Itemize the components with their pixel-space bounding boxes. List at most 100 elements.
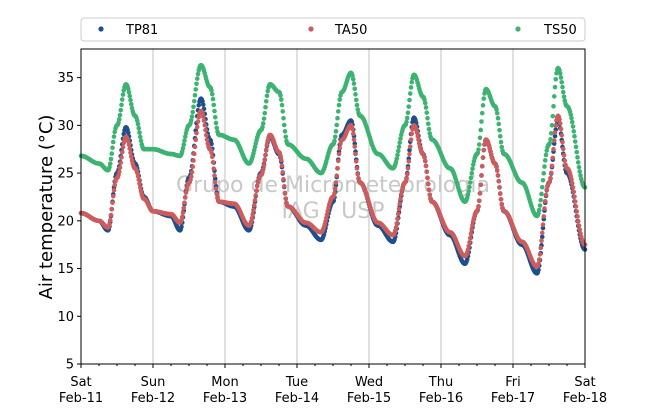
legend-label-TS50: TS50: [543, 23, 577, 38]
x-tick-date: Feb-13: [203, 391, 247, 406]
data-point: [551, 138, 557, 143]
data-point: [553, 123, 559, 128]
data-point: [477, 135, 483, 141]
data-point: [575, 155, 580, 160]
data-point: [280, 109, 286, 114]
data-point: [548, 170, 554, 176]
data-point: [333, 180, 339, 185]
data-point: [335, 166, 340, 171]
x-tick-day: Fri: [505, 375, 521, 390]
data-point: [558, 75, 564, 80]
data-point: [407, 91, 413, 96]
data-point: [251, 202, 257, 208]
data-point: [354, 102, 360, 108]
data-point: [497, 134, 503, 139]
data-point: [575, 218, 581, 224]
legend-marker-TA50: [308, 26, 314, 32]
data-point: [194, 81, 199, 87]
vertical-grid: [152, 49, 514, 364]
data-point: [118, 107, 124, 113]
legend-marker-TP81: [98, 26, 104, 32]
data-point: [422, 100, 428, 106]
data-point: [480, 155, 486, 160]
data-point: [469, 170, 475, 176]
data-point: [335, 109, 341, 114]
x-tick-day: Thu: [428, 375, 453, 390]
data-point: [120, 144, 126, 150]
data-point: [395, 216, 400, 222]
data-point: [209, 141, 214, 147]
data-point: [127, 146, 133, 151]
data-point: [571, 129, 577, 134]
data-point: [262, 110, 268, 116]
data-point: [127, 93, 133, 99]
y-tick-label: 5: [66, 358, 74, 373]
data-point: [569, 115, 574, 121]
data-point: [395, 211, 401, 217]
data-point: [337, 145, 343, 151]
data-point: [189, 114, 195, 119]
data-point: [557, 117, 562, 122]
data-point: [128, 150, 133, 155]
data-point: [264, 93, 270, 99]
data-point: [282, 190, 288, 196]
data-point: [190, 109, 196, 115]
data-point: [352, 144, 358, 149]
data-point: [332, 190, 337, 196]
x-tick-date: Feb-17: [491, 391, 535, 406]
data-point: [568, 112, 574, 117]
data-point: [404, 171, 410, 177]
data-point: [112, 129, 118, 135]
data-point: [479, 173, 484, 178]
data-point: [182, 200, 187, 205]
data-point: [125, 130, 131, 135]
data-point: [551, 94, 557, 99]
data-point: [209, 88, 214, 93]
data-point: [182, 138, 187, 143]
data-point: [499, 201, 505, 207]
data-point: [536, 207, 542, 213]
data-point: [110, 193, 116, 199]
data-points: [78, 62, 588, 276]
data-point: [200, 102, 206, 107]
data-point: [422, 97, 427, 102]
data-point: [278, 157, 284, 163]
data-point: [570, 185, 576, 190]
data-point: [135, 173, 141, 179]
legend-label-TA50: TA50: [334, 23, 367, 38]
data-point: [539, 184, 545, 190]
data-point: [260, 121, 266, 126]
data-point: [211, 102, 217, 108]
y-axis-label: Air temperature (°C): [36, 115, 57, 300]
data-point: [260, 166, 266, 172]
data-point: [478, 182, 484, 188]
data-point: [467, 180, 473, 185]
data-point: [423, 105, 429, 110]
data-point: [550, 155, 556, 161]
data-point: [193, 137, 199, 143]
data-point: [468, 231, 474, 236]
data-point: [558, 126, 564, 132]
data-point: [281, 177, 286, 182]
data-point: [281, 184, 287, 189]
data-point: [425, 181, 431, 187]
data-point: [194, 130, 199, 136]
data-point: [497, 185, 502, 190]
data-point: [540, 177, 546, 183]
data-point: [398, 136, 403, 141]
data-point: [107, 221, 112, 227]
data-point: [189, 169, 195, 175]
data-point: [470, 222, 475, 228]
data-point: [126, 89, 132, 95]
data-point: [470, 166, 475, 172]
data-point: [397, 140, 403, 145]
data-point: [334, 122, 340, 128]
data-point: [278, 93, 283, 98]
data-point: [426, 126, 432, 132]
data-point: [136, 177, 142, 182]
x-tick-date: Feb-11: [59, 391, 103, 406]
data-point: [351, 137, 357, 142]
data-point: [126, 142, 132, 147]
data-point: [395, 148, 401, 154]
data-point: [336, 102, 342, 108]
